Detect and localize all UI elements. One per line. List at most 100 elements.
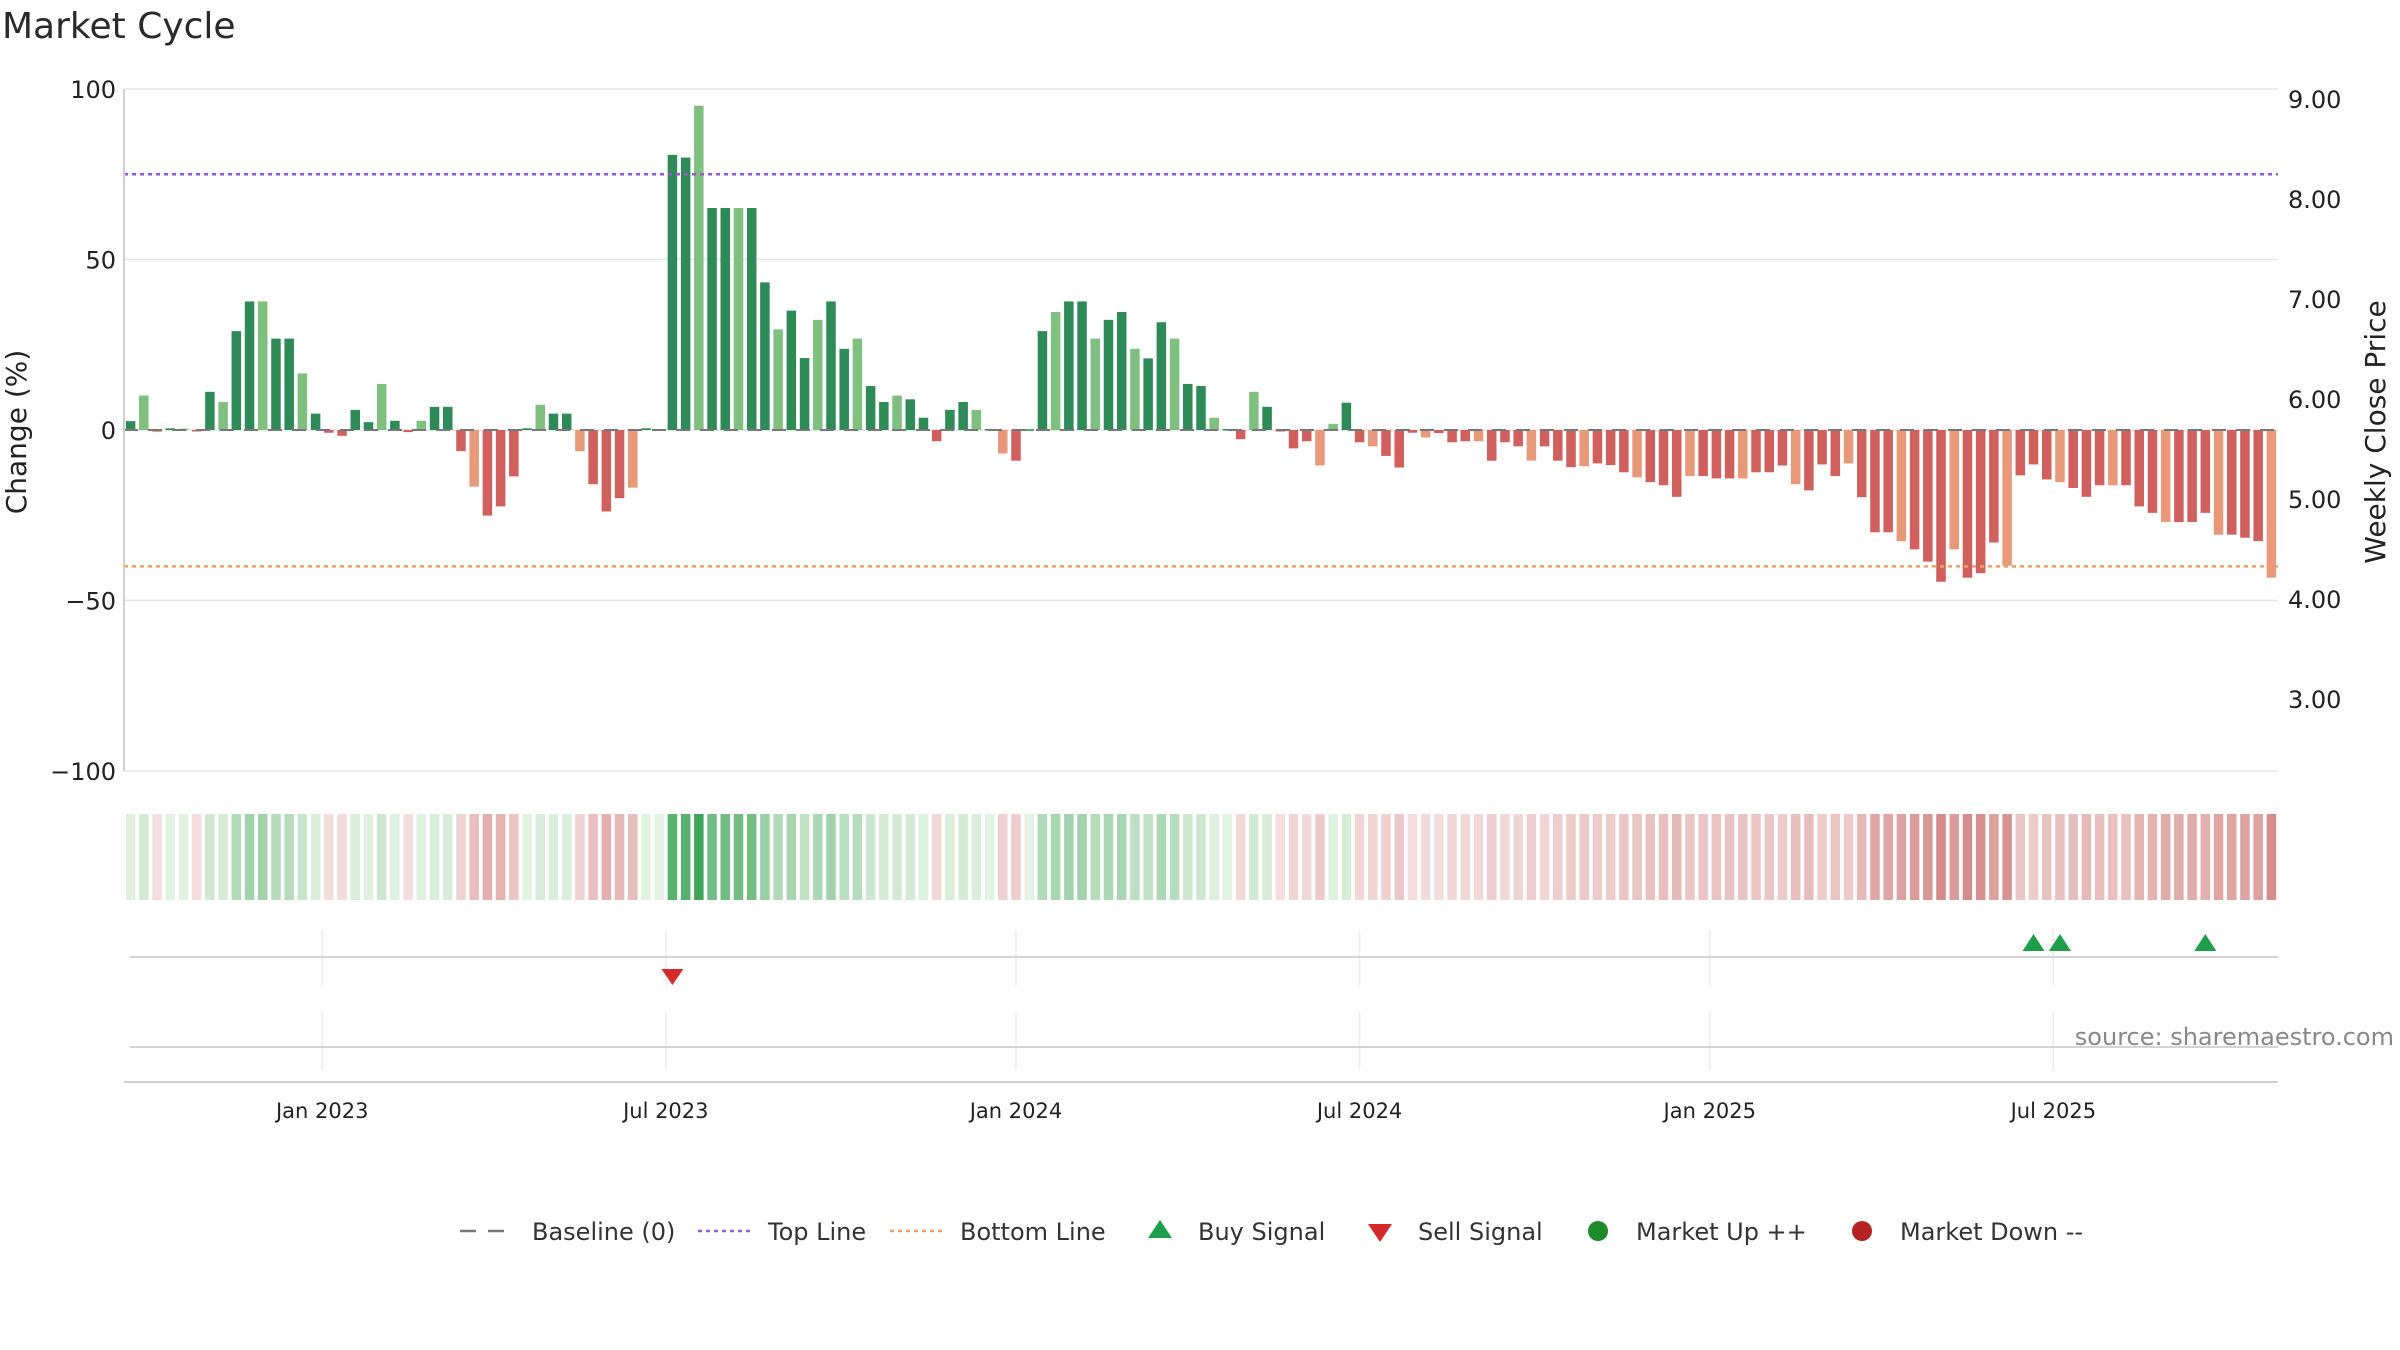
change-bar (813, 319, 823, 430)
change-bar (548, 413, 559, 430)
change-bar (786, 310, 797, 430)
change-bar (509, 430, 519, 477)
heat-cell (971, 814, 982, 900)
change-bar (1447, 430, 1457, 443)
heat-cell (1949, 814, 1959, 900)
heat-cell (1275, 814, 1286, 900)
heat-cell (2187, 814, 2197, 900)
heat-cell (429, 814, 440, 900)
heat-cell (2240, 814, 2250, 900)
heat-cell (1209, 814, 1219, 900)
change-bar (1024, 429, 1034, 431)
change-bar (1632, 430, 1642, 478)
change-bar (2015, 430, 2026, 476)
change-bar (2068, 430, 2078, 488)
change-bar (2028, 430, 2039, 465)
heat-cell (826, 814, 836, 900)
change-bar (733, 208, 744, 430)
heat-cell (1711, 814, 1722, 900)
heat-cell (443, 814, 453, 900)
heat-cell (1962, 814, 1973, 900)
heat-cell (2134, 814, 2145, 900)
heat-cell (1513, 814, 1523, 900)
heat-cell (1354, 814, 1365, 900)
heat-cell (601, 814, 612, 900)
y2-tick-label: 8.00 (2288, 186, 2341, 214)
y-axis-title: Change (%) (0, 350, 33, 515)
heat-cell (1222, 814, 1233, 900)
change-bar (2226, 430, 2237, 535)
legend-circle-icon (1588, 1221, 1608, 1241)
change-bar (363, 422, 374, 430)
heat-cell (231, 814, 242, 900)
x-tick-label: Jan 2025 (1662, 1099, 1757, 1123)
change-bar (2002, 430, 2012, 566)
change-bar (601, 430, 612, 512)
heat-cell (535, 814, 546, 900)
heat-cell (588, 814, 598, 900)
heat-cell (1090, 814, 1101, 900)
heat-strip (125, 814, 2277, 900)
change-bar (1751, 430, 1761, 473)
y2-tick-label: 7.00 (2288, 286, 2341, 314)
change-bar (2187, 430, 2197, 523)
change-bar (1262, 406, 1272, 430)
heat-cell (931, 814, 942, 900)
heat-cell (561, 814, 572, 900)
change-bar (1500, 430, 1510, 443)
heat-cell (1724, 814, 1735, 900)
heat-cell (2200, 814, 2211, 900)
heat-cell (1050, 814, 1061, 900)
change-bar (271, 338, 281, 430)
heat-cell (2028, 814, 2039, 900)
change-bar (2160, 430, 2171, 523)
change-bar (1434, 430, 1444, 434)
heat-cell (1169, 814, 1180, 900)
change-bar (1513, 430, 1523, 447)
y-tick-label: 100 (70, 76, 116, 104)
change-bar (2081, 430, 2092, 497)
change-bar (826, 301, 836, 430)
heat-cell (892, 814, 902, 900)
heat-cell (2094, 814, 2105, 900)
change-bar (1790, 430, 1801, 485)
change-bar (1526, 430, 1537, 461)
heat-cell (2081, 814, 2092, 900)
change-bar (416, 420, 427, 430)
heat-cell (1103, 814, 1114, 900)
heat-cell (1447, 814, 1457, 900)
heat-cell (284, 814, 294, 900)
change-bar (1724, 430, 1735, 479)
heat-cell (1843, 814, 1854, 900)
heat-cell (1539, 814, 1550, 900)
change-bar (2108, 430, 2118, 486)
heat-cell (2055, 814, 2065, 900)
heat-cell (773, 814, 783, 900)
change-bar (1011, 430, 1021, 461)
heat-cell (799, 814, 810, 900)
heat-cell (865, 814, 876, 900)
change-bar (667, 154, 678, 431)
heat-cell (1883, 814, 1893, 900)
heat-cell (733, 814, 744, 900)
change-bar (628, 430, 638, 488)
change-bar (1037, 331, 1048, 430)
change-bar (2253, 430, 2263, 542)
change-bar (839, 348, 849, 430)
change-bar (1407, 430, 1418, 433)
change-bar (1817, 430, 1827, 465)
heat-cell (1315, 814, 1325, 900)
heat-cell (1526, 814, 1537, 900)
heat-cell (694, 814, 704, 900)
heat-cell (998, 814, 1008, 900)
change-bar (1473, 430, 1484, 442)
heat-cell (1777, 814, 1788, 900)
change-bar (535, 404, 546, 430)
heat-cell (1130, 814, 1140, 900)
change-bar (443, 406, 453, 430)
heat-cell (1896, 814, 1907, 900)
heat-cell (839, 814, 849, 900)
change-bar (1249, 391, 1259, 430)
heat-cell (350, 814, 361, 900)
heat-cell (1077, 814, 1087, 900)
